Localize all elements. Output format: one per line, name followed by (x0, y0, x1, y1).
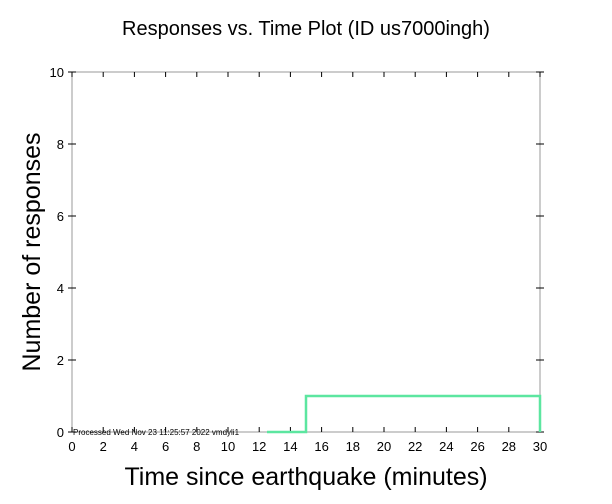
x-tick-label: 26 (470, 439, 484, 454)
y-tick-label: 2 (57, 353, 64, 368)
responses-step-line (267, 394, 542, 434)
x-tick-label: 10 (221, 439, 235, 454)
y-tick-label: 0 (57, 425, 64, 440)
x-tick-label: 2 (100, 439, 107, 454)
x-axis-label: Time since earthquake (minutes) (124, 463, 487, 491)
x-tick-label: 20 (377, 439, 391, 454)
x-tick-label: 6 (162, 439, 169, 454)
y-tick-label: 8 (57, 137, 64, 152)
y-tick-label: 4 (57, 281, 64, 296)
x-tick-label: 4 (131, 439, 138, 454)
x-tick-label: 16 (314, 439, 328, 454)
x-tick-label: 12 (252, 439, 266, 454)
x-tick-label: 22 (408, 439, 422, 454)
chart-title: Responses vs. Time Plot (ID us7000ingh) (122, 18, 490, 40)
x-tick-label: 24 (439, 439, 453, 454)
x-tick-label: 28 (502, 439, 516, 454)
y-tick-label: 6 (57, 209, 64, 224)
x-tick-label: 0 (68, 439, 75, 454)
x-tick-label: 30 (533, 439, 547, 454)
plot-frame (71, 71, 541, 433)
x-tick-label: 14 (283, 439, 297, 454)
y-tick-label: 10 (50, 65, 64, 80)
x-tick-label: 8 (193, 439, 200, 454)
x-tick-label: 18 (346, 439, 360, 454)
y-axis-label: Number of responses (18, 132, 46, 371)
processed-annotation: Processed Wed Nov 23 11:25:57 2022 vmdyl… (73, 428, 240, 437)
